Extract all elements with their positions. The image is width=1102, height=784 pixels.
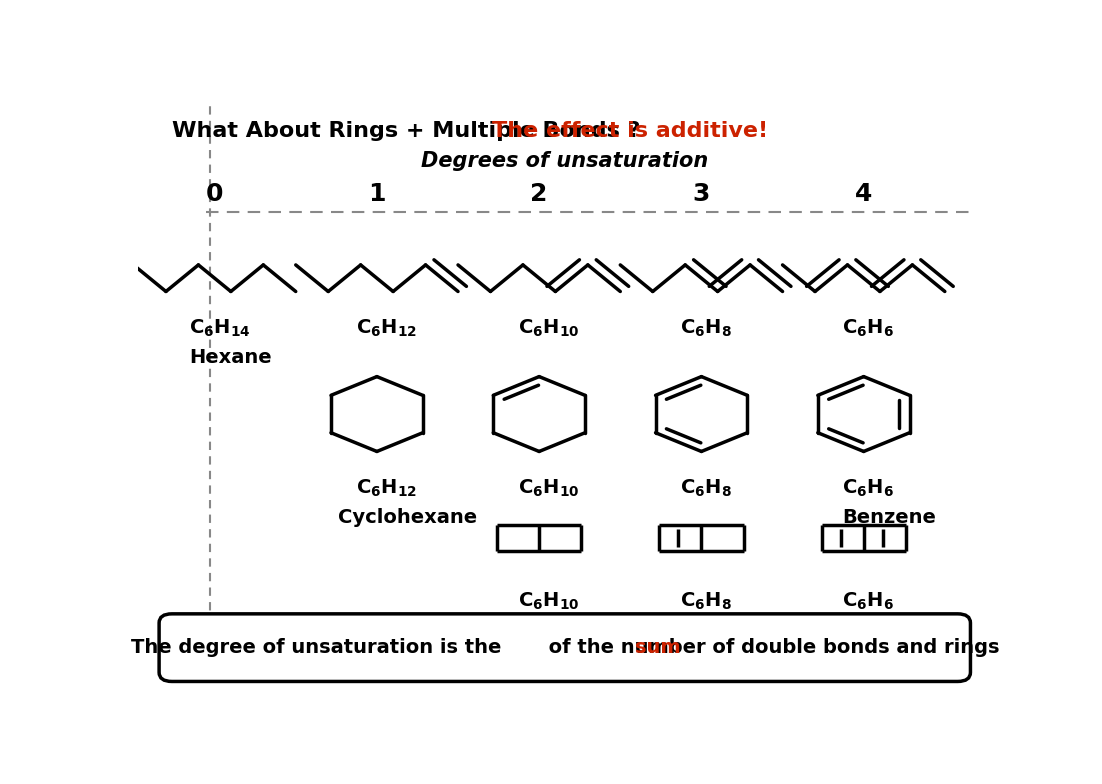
Text: 0: 0	[206, 182, 224, 205]
Text: $\mathbf{C_6H_{10}}$: $\mathbf{C_6H_{10}}$	[518, 477, 580, 499]
Text: The effect is additive!: The effect is additive!	[493, 122, 768, 141]
Text: Degrees of unsaturation: Degrees of unsaturation	[421, 151, 709, 172]
Text: $\mathbf{C_6H_{12}}$: $\mathbf{C_6H_{12}}$	[356, 477, 417, 499]
Text: $\mathbf{C_6H_6}$: $\mathbf{C_6H_6}$	[842, 477, 894, 499]
Text: $\mathbf{C_6H_{14}}$: $\mathbf{C_6H_{14}}$	[190, 318, 250, 339]
Text: 2: 2	[530, 182, 548, 205]
Text: What About Rings + Multiple Bonds ?: What About Rings + Multiple Bonds ?	[172, 122, 640, 141]
Text: 4: 4	[855, 182, 873, 205]
Text: 3: 3	[693, 182, 710, 205]
Text: $\mathbf{C_6H_6}$: $\mathbf{C_6H_6}$	[842, 318, 894, 339]
Text: $\mathbf{C_6H_8}$: $\mathbf{C_6H_8}$	[680, 591, 732, 612]
Text: sum: sum	[635, 638, 681, 657]
Text: $\mathbf{C_6H_8}$: $\mathbf{C_6H_8}$	[680, 318, 732, 339]
Text: $\mathbf{C_6H_{12}}$: $\mathbf{C_6H_{12}}$	[356, 318, 417, 339]
Text: $\mathbf{C_6H_{10}}$: $\mathbf{C_6H_{10}}$	[518, 318, 580, 339]
Text: $\mathbf{C_6H_6}$: $\mathbf{C_6H_6}$	[842, 591, 894, 612]
Text: $\mathbf{C_6H_{10}}$: $\mathbf{C_6H_{10}}$	[518, 591, 580, 612]
Text: Hexane: Hexane	[190, 347, 271, 367]
Text: The degree of unsaturation is the       of the number of double bonds and rings: The degree of unsaturation is the of the…	[130, 638, 1000, 657]
Text: Benzene: Benzene	[842, 507, 937, 527]
Text: 1: 1	[368, 182, 386, 205]
Text: Cyclohexane: Cyclohexane	[338, 507, 477, 527]
Text: "Dewar
benzene": "Dewar benzene"	[842, 622, 921, 661]
Text: $\mathbf{C_6H_8}$: $\mathbf{C_6H_8}$	[680, 477, 732, 499]
FancyBboxPatch shape	[159, 614, 971, 681]
